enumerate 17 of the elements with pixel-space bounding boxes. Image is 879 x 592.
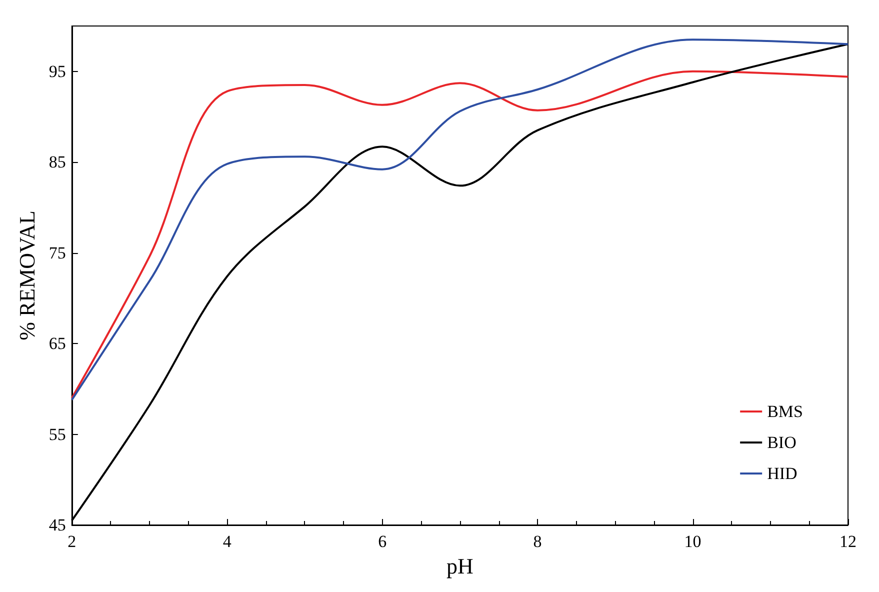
y-tick-label: 95: [48, 62, 66, 81]
x-axis-title: pH: [446, 554, 474, 578]
y-axis-title: % REMOVAL: [14, 210, 40, 340]
x-tick-label: 10: [684, 532, 702, 551]
y-tick-label: 85: [48, 152, 66, 172]
y-tick-label: 55: [48, 424, 66, 444]
x-tick-label: 2: [68, 532, 76, 551]
x-tick-label: 8: [533, 532, 542, 551]
x-tick-label: 6: [378, 532, 387, 551]
y-tick-label: 65: [48, 334, 66, 354]
legend-label: BIO: [767, 433, 796, 452]
x-tick-label: 4: [222, 532, 232, 551]
y-tick-label: 45: [48, 516, 66, 534]
y-tick-label: 75: [48, 243, 66, 262]
legend-label: HID: [767, 464, 798, 483]
x-tick-label: 12: [840, 532, 856, 551]
legend-label: BMS: [767, 402, 804, 421]
